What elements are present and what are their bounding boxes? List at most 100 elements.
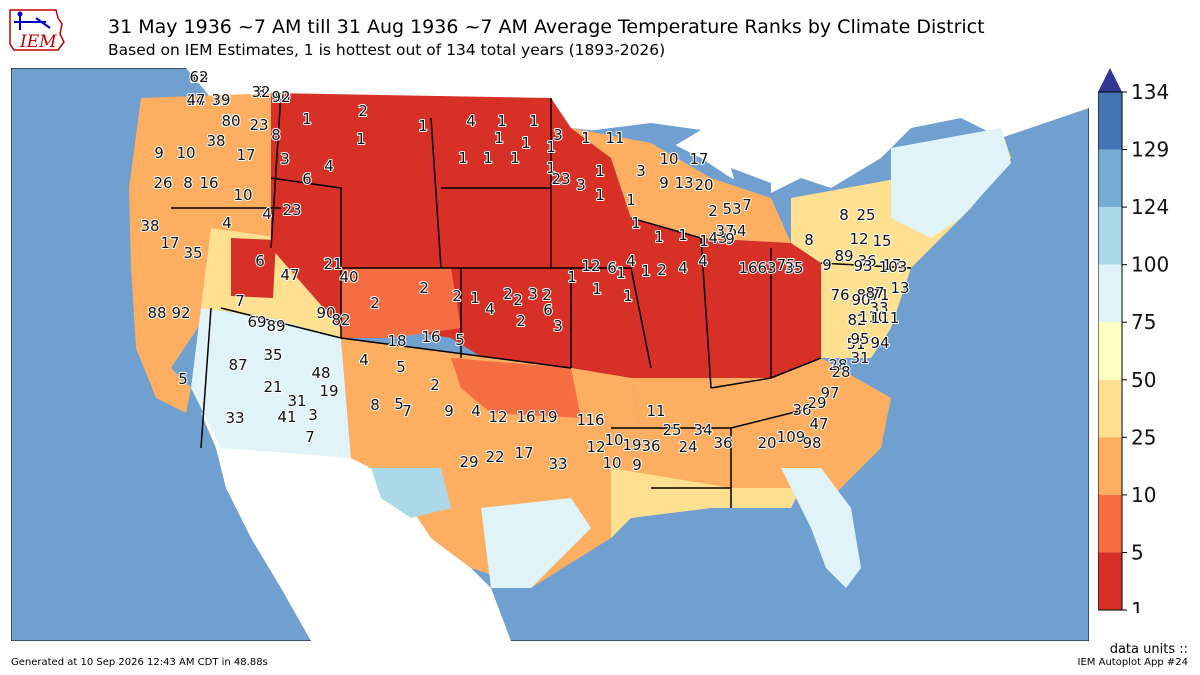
district-rank-label: 11 — [605, 129, 624, 147]
colorbar-bin — [1098, 322, 1122, 380]
district-rank-label: 29 — [807, 394, 826, 412]
district-rank-label: 15 — [872, 232, 891, 250]
district-rank-label: 2 — [657, 261, 667, 279]
district-rank-label: 103 — [879, 258, 908, 276]
district-rank-label: 16 — [421, 328, 440, 346]
colorbar-tick-label: 50 — [1131, 368, 1156, 392]
district-rank-label: 33 — [225, 409, 244, 427]
district-rank-label: 3 — [280, 150, 290, 168]
district-rank-label: 3 — [308, 406, 318, 424]
district-rank-label: 5 — [396, 358, 406, 376]
district-rank-label: 11 — [646, 402, 665, 420]
region-upper-midwest — [571, 128, 791, 243]
district-rank-label: 39 — [211, 91, 230, 109]
district-rank-label: 2 — [419, 279, 429, 297]
district-rank-label: 1 — [510, 149, 520, 167]
state-boundaries — [171, 92, 912, 508]
district-rank-label: 21 — [323, 255, 342, 273]
district-rank-label: 53 — [722, 200, 741, 218]
district-rank-label: 10 — [659, 150, 678, 168]
district-rank-label: 4 — [678, 259, 688, 277]
district-rank-label: 8 — [804, 231, 814, 249]
district-rank-label: 87 — [228, 356, 247, 374]
district-rank-label: 1 — [631, 214, 641, 232]
district-rank-label: 87 — [865, 284, 884, 302]
district-rank-label: 23 — [249, 116, 268, 134]
district-rank-label: 2 — [516, 312, 526, 330]
district-rank-label: 2 — [452, 287, 462, 305]
district-rank-label: 111 — [871, 309, 900, 327]
district-rank-label: 4 — [471, 402, 481, 420]
district-rank-label: 7 — [235, 292, 245, 310]
district-rank-label: 21 — [263, 378, 282, 396]
district-rank-label: 25 — [662, 421, 681, 439]
district-rank-label: 1 — [581, 129, 591, 147]
colorbar-bin — [1098, 149, 1122, 208]
district-rank-label: 2 — [708, 202, 718, 220]
district-rank-label: 1 — [623, 287, 633, 305]
autoplot-app-label: IEM Autoplot App #24 — [1077, 657, 1188, 668]
district-rank-label: 1 — [521, 134, 531, 152]
district-rank-label: 75 — [776, 256, 795, 274]
district-rank-label: 20 — [757, 434, 776, 452]
district-rank-label: 1 — [654, 228, 664, 246]
district-rank-label: 5 — [455, 331, 465, 349]
colorbar-tick-label: 5 — [1131, 540, 1144, 564]
district-rank-label: 4 — [359, 351, 369, 369]
district-rank-label: 71 — [870, 286, 889, 304]
district-rank-label: 6 — [302, 170, 312, 188]
district-rank-label: 5 — [394, 395, 404, 413]
district-rank-label: 36 — [857, 252, 876, 270]
district-rank-label: 88 — [147, 304, 166, 322]
region-gulf-coast — [611, 468, 801, 538]
us-climate-district-map: 15 14 15 8 10 58 23 38 17 9 10 26 8 16 10 8 3 6 4 23 4 2 1 1 1 4 1… — [10, 67, 1090, 642]
district-rank-label: 2 — [358, 102, 368, 120]
colorbar-tick-label: 134 — [1131, 80, 1169, 104]
district-rank-label: 92 — [171, 304, 190, 322]
region-florida — [781, 468, 861, 588]
district-rank-label: 4 — [324, 157, 334, 175]
district-rank-label: 110 — [859, 308, 888, 326]
district-rank-label: 1 — [546, 138, 556, 156]
district-rank-label: 34 — [693, 421, 712, 439]
district-rank-label: 12 — [581, 257, 600, 275]
district-rank-label: 109 — [777, 428, 806, 446]
colorbar-bin — [1098, 552, 1122, 610]
district-rank-label: 97 — [820, 384, 839, 402]
district-rank-label: 43 — [708, 229, 727, 247]
colorbar-tick-label: 25 — [1131, 425, 1156, 449]
district-rank-label: 1 — [302, 110, 312, 128]
district-rank-label: 8 — [271, 126, 281, 144]
district-rank-label: 17 — [514, 444, 533, 462]
district-rank-label: 23 — [551, 170, 570, 188]
region-new-england — [891, 128, 1011, 238]
district-rank-label: 19 — [319, 382, 338, 400]
district-rank-label: 58 — [221, 112, 240, 130]
generated-timestamp: Generated at 10 Sep 2026 12:43 AM CDT in… — [11, 657, 268, 668]
district-rank-label: 38 — [206, 132, 225, 150]
district-rank-label: 15 — [189, 68, 208, 86]
district-rank-label: 2 — [513, 291, 523, 309]
colorbar-bins — [1098, 92, 1122, 610]
district-rank-label: 41 — [277, 408, 296, 426]
colorbar-tick-label: 129 — [1131, 138, 1169, 162]
mexico-land — [201, 413, 511, 641]
map-subtitle: Based on IEM Estimates, 1 is hottest out… — [108, 41, 666, 59]
district-rank-label: 1 — [567, 268, 577, 286]
colorbar-bin — [1098, 379, 1122, 438]
region-oklahoma — [451, 358, 581, 418]
district-rank-label: 1 — [470, 289, 480, 307]
district-rank-label: 37 — [715, 222, 734, 240]
colorbar-tick-label: 100 — [1131, 253, 1169, 277]
district-rank-label: 3 — [553, 317, 563, 335]
district-rank-label: 25 — [856, 206, 875, 224]
district-rank-label: 4 — [626, 252, 636, 270]
district-rank-label: 8 — [370, 396, 380, 414]
district-rank-label: 48 — [311, 364, 330, 382]
colorbar-overflow-arrow — [1098, 68, 1122, 92]
district-rank-label: 89 — [266, 317, 285, 335]
district-rank-label: 8 — [256, 83, 266, 101]
district-rank-label: 4 — [222, 214, 232, 232]
district-rank-label: 3 — [528, 285, 538, 303]
district-rank-label: 83 — [856, 286, 875, 304]
